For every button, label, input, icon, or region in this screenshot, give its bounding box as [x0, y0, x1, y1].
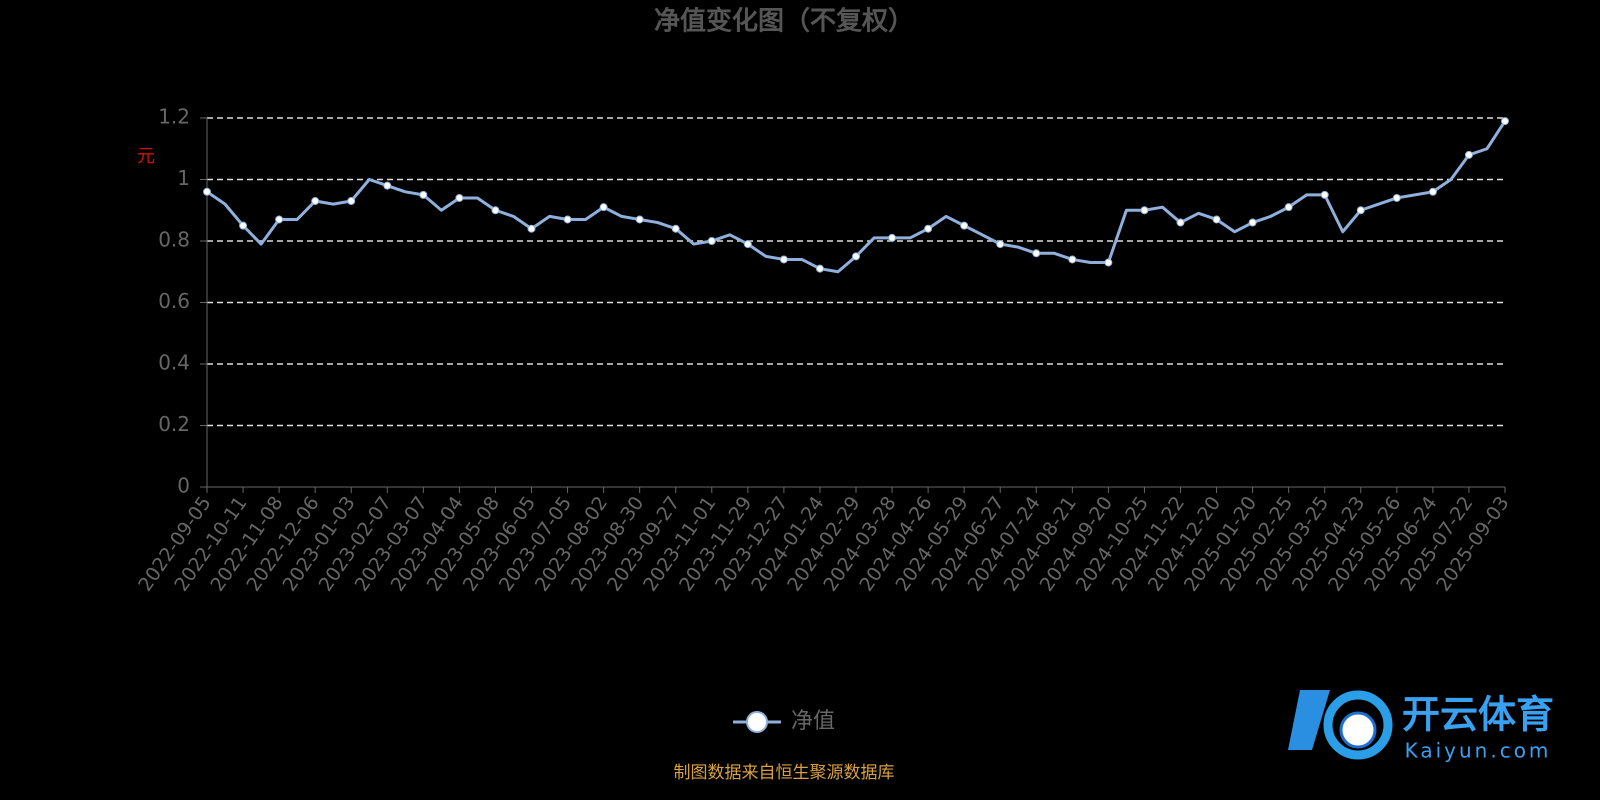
data-point	[275, 215, 284, 224]
y-tick-label: 1	[177, 166, 190, 190]
watermark-brand: 开云体育	[1402, 693, 1554, 737]
source-note: 制图数据来自恒生聚源数据库	[674, 763, 895, 783]
data-point	[996, 240, 1005, 249]
data-point	[455, 193, 464, 202]
data-point	[1464, 150, 1473, 159]
y-tick-label: 0.2	[158, 412, 190, 436]
data-point	[1032, 249, 1041, 258]
data-point	[1068, 255, 1077, 264]
legend-label: 净值	[791, 709, 835, 734]
data-point	[599, 203, 608, 212]
data-point	[1140, 206, 1149, 215]
data-point	[419, 190, 428, 199]
data-point	[1392, 193, 1401, 202]
data-point	[1356, 206, 1365, 215]
data-point	[563, 215, 572, 224]
data-point	[1284, 203, 1293, 212]
data-point	[1501, 117, 1509, 126]
data-point	[924, 224, 933, 233]
data-point	[707, 237, 716, 245]
data-point	[815, 264, 824, 273]
data-point	[1176, 218, 1185, 227]
data-point	[527, 224, 536, 233]
data-point	[779, 255, 788, 264]
data-point	[311, 197, 320, 206]
legend-marker	[746, 711, 768, 733]
data-point	[491, 206, 500, 215]
data-point	[1248, 218, 1257, 227]
data-point	[1428, 187, 1437, 196]
data-point	[635, 215, 644, 224]
y-tick-label: 0.8	[158, 228, 190, 252]
data-point	[852, 252, 860, 261]
data-point	[671, 224, 680, 233]
data-point	[239, 221, 248, 230]
data-point	[203, 187, 211, 196]
chart-title: 净值变化图（不复权）	[654, 6, 914, 37]
y-tick-label: 0	[177, 474, 190, 498]
data-point	[1212, 215, 1221, 224]
data-point	[347, 197, 356, 206]
data-point	[1320, 190, 1329, 199]
y-axis-label: 元	[137, 146, 155, 167]
watermark-url: Kaiyun.com	[1405, 739, 1552, 763]
data-point	[383, 181, 392, 190]
watermark-logo: 开云体育 Kaiyun.com	[1288, 690, 1554, 763]
data-point	[1104, 258, 1113, 267]
data-point	[743, 240, 752, 249]
data-point	[960, 221, 969, 230]
y-tick-label: 0.4	[158, 351, 190, 375]
y-tick-label: 1.2	[158, 105, 190, 129]
data-point	[888, 233, 897, 242]
y-tick-label: 0.6	[158, 289, 190, 313]
